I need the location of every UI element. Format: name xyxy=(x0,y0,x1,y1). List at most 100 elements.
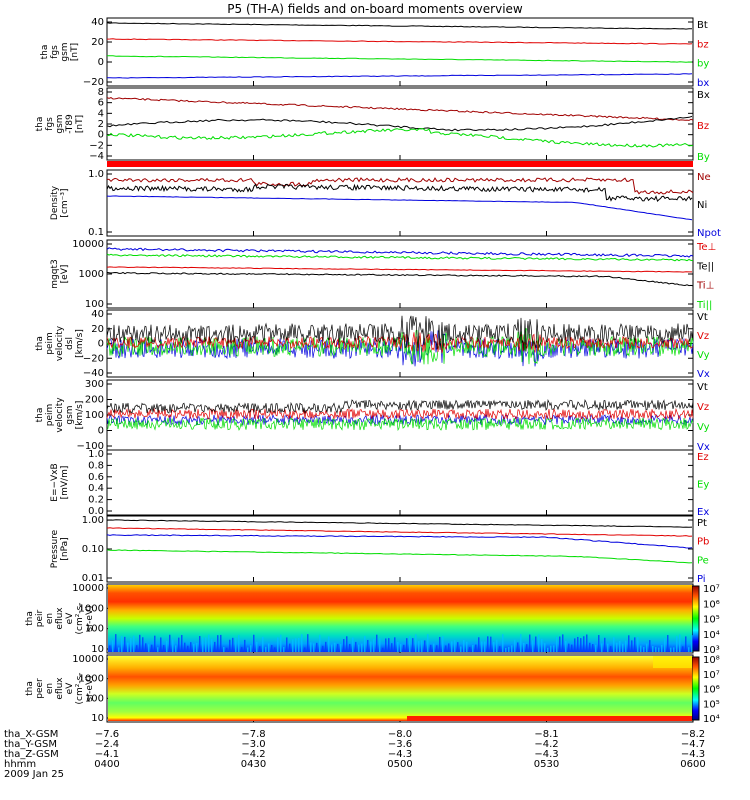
colorbar-label: 10⁶ xyxy=(703,685,720,696)
series-line xyxy=(106,266,692,273)
spectrogram-noise xyxy=(508,647,510,652)
spectrogram-noise xyxy=(214,641,216,652)
y-tick-label: 10 xyxy=(91,644,104,655)
y-axis-label: tha xyxy=(40,45,50,60)
y-tick-label: −20 xyxy=(83,77,104,88)
legend-pt: Pt xyxy=(697,518,707,529)
y-axis-label: tha xyxy=(25,681,35,696)
y-tick-label: 1000 xyxy=(79,603,104,614)
electron-spectrogram xyxy=(108,656,692,721)
spectrogram-noise xyxy=(259,646,261,652)
y-tick-label: 20 xyxy=(91,324,104,335)
spectrogram-noise xyxy=(178,637,180,652)
y-axis-label: en xyxy=(45,613,55,624)
spectrogram-noise xyxy=(211,638,213,652)
spectrogram-noise xyxy=(166,640,168,652)
x-row-value: −4.1 xyxy=(95,749,119,760)
y-tick-label: 0.1 xyxy=(88,227,104,238)
y-axis-label: tha xyxy=(35,408,45,423)
legend-npot: Npot xyxy=(697,228,721,239)
y-axis-label: eV xyxy=(65,612,75,625)
spectrogram-noise xyxy=(463,639,465,652)
spectrogram-noise xyxy=(349,643,351,652)
spectrogram-noise xyxy=(226,647,228,652)
legend-ni: Ni xyxy=(697,200,707,211)
spectrogram-noise xyxy=(616,642,618,652)
spectrogram-noise xyxy=(679,634,681,652)
spectrogram-noise xyxy=(355,641,357,652)
y-axis-label: tha xyxy=(35,117,45,132)
spectrogram-noise xyxy=(481,641,483,652)
y-tick-label: −40 xyxy=(83,368,104,379)
spectrogram-noise xyxy=(295,638,297,652)
y-tick-label: 1.0 xyxy=(88,169,104,180)
spectrogram-noise xyxy=(475,644,477,652)
spectrogram-noise xyxy=(610,646,612,652)
spectrogram-noise xyxy=(580,638,582,652)
x-row-value: −8.0 xyxy=(388,729,412,740)
legend-te: Te|| xyxy=(696,261,714,272)
y-axis-label: gsm xyxy=(60,42,70,61)
spectrogram-noise xyxy=(451,641,453,652)
series-line xyxy=(106,417,694,431)
legend-vt: Vt xyxy=(697,382,708,393)
spectrogram-noise xyxy=(286,637,288,652)
spectrogram-noise xyxy=(559,636,561,652)
panel-frame xyxy=(106,449,694,516)
spectrogram-noise xyxy=(595,644,597,652)
y-axis-label: peer xyxy=(35,678,45,699)
y-tick-label: 0.6 xyxy=(88,472,104,483)
spectrogram-noise xyxy=(412,638,414,652)
y-tick-label: 0.2 xyxy=(88,495,104,506)
spectrogram-noise xyxy=(208,634,210,652)
series-line xyxy=(106,183,693,203)
spectrogram-noise xyxy=(565,640,567,652)
y-axis-label: fgs xyxy=(45,117,55,131)
y-tick-label: 0 xyxy=(98,57,104,68)
spectrogram-noise xyxy=(253,634,255,652)
x-row-value: 0500 xyxy=(387,759,412,770)
spectrogram-noise xyxy=(337,643,339,652)
spectrogram-noise xyxy=(193,644,195,652)
spectrogram-noise xyxy=(403,644,405,652)
spectrogram-noise xyxy=(487,636,489,652)
x-row-label: tha_Y-GSM xyxy=(4,739,57,750)
spectrogram-noise xyxy=(532,640,534,652)
y-tick-label: 10 xyxy=(91,713,104,724)
spectrogram-noise xyxy=(466,641,468,652)
spectrogram-noise xyxy=(604,637,606,652)
spectrogram-noise xyxy=(190,642,192,652)
legend-ex: Ex xyxy=(697,507,709,518)
y-axis-label: [cm⁻³] xyxy=(60,188,70,217)
y-tick-label: 1000 xyxy=(79,674,104,685)
spectrogram-noise xyxy=(160,637,162,652)
y-axis-label: sr-eV) xyxy=(85,675,95,701)
series-line xyxy=(106,527,693,537)
spectrogram-noise xyxy=(523,643,525,652)
spectrogram-noise xyxy=(661,644,663,652)
y-axis-label: -T89 xyxy=(65,114,75,134)
y-tick-label: 100 xyxy=(85,299,104,310)
spectrogram-noise xyxy=(454,640,456,652)
spectrogram-noise xyxy=(391,643,393,652)
spectrogram-noise xyxy=(115,634,117,652)
legend-ez: Ez xyxy=(697,452,709,463)
y-axis-label: eflux xyxy=(55,607,65,630)
series-line xyxy=(107,73,693,79)
spectrogram-noise xyxy=(502,634,504,652)
panel-9: 10000 1000 100 10 tha peir en eflux eV (cm²-s-sr-… xyxy=(25,583,720,656)
spectrogram-noise xyxy=(436,645,438,652)
spectrogram-noise xyxy=(445,645,447,652)
x-row-value: −4.3 xyxy=(681,749,705,760)
spectrogram-noise xyxy=(550,645,552,652)
spectrogram-noise xyxy=(553,645,555,652)
spectrogram-noise xyxy=(409,635,411,652)
x-row-label: hhmm xyxy=(4,759,36,770)
spectrogram-noise xyxy=(202,637,204,652)
colorbar-label: 10⁸ xyxy=(703,655,720,666)
spectrogram-noise xyxy=(364,636,366,652)
y-axis-label: tha xyxy=(35,336,45,351)
series-line xyxy=(106,407,694,421)
